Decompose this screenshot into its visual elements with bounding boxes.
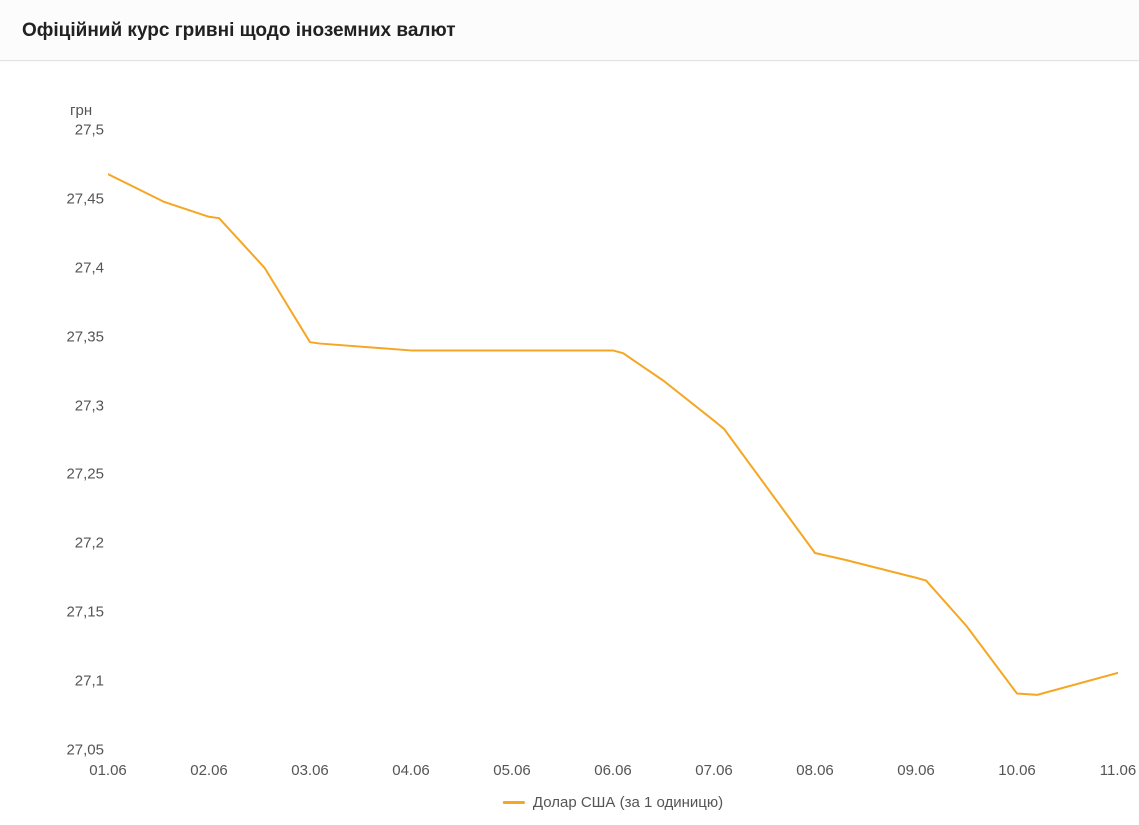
x-axis-tick-label: 03.06 [291,762,329,779]
y-axis-tick-label: 27,15 [58,604,104,621]
y-axis-tick-label: 27,4 [58,259,104,276]
y-axis-tick-label: 27,1 [58,673,104,690]
x-axis-tick-label: 04.06 [392,762,430,779]
x-axis-tick-label: 11.06 [1100,762,1136,779]
y-axis-tick-label: 27,2 [58,535,104,552]
x-axis-tick-label: 07.06 [695,762,733,779]
x-axis-tick-label: 05.06 [493,762,531,779]
chart-area: грн Долар США (за 1 одиницю) 27,0527,127… [20,90,1119,785]
x-axis-tick-label: 08.06 [796,762,834,779]
x-axis-tick-label: 09.06 [897,762,935,779]
chart-card: Офіційний курс гривні щодо іноземних вал… [0,0,1139,825]
series-line [108,174,1118,695]
y-axis-unit-label: грн [70,102,92,119]
chart-title: Офіційний курс гривні щодо іноземних вал… [22,20,1117,42]
y-axis-tick-label: 27,3 [58,397,104,414]
y-axis-tick-label: 27,45 [58,190,104,207]
x-axis-tick-label: 01.06 [89,762,127,779]
y-axis-tick-label: 27,35 [58,328,104,345]
legend-label: Долар США (за 1 одиницю) [533,794,723,811]
y-axis-tick-label: 27,05 [58,742,104,759]
x-axis-tick-label: 10.06 [998,762,1036,779]
chart-legend: Долар США (за 1 одиницю) [503,794,723,811]
y-axis-tick-label: 27,25 [58,466,104,483]
line-plot [108,130,1118,750]
x-axis-tick-label: 06.06 [594,762,632,779]
chart-header: Офіційний курс гривні щодо іноземних вал… [0,0,1139,61]
legend-swatch [503,801,525,804]
y-axis-tick-label: 27,5 [58,122,104,139]
x-axis-tick-label: 02.06 [190,762,228,779]
